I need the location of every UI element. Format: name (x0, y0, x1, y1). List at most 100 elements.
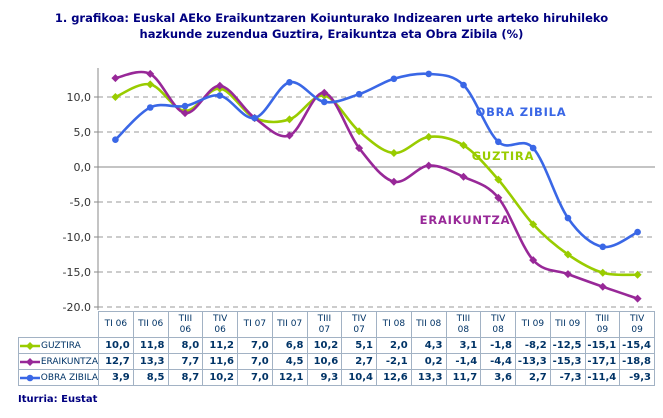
table-header-cell: TI 06 (98, 311, 134, 338)
table-row: GUZTIRA 10,0 11,8 8,0 11,2 7,0 6,8 10,2 5,1 2,0 4,… (18, 337, 655, 354)
y-axis-tick-label: -5,0 (70, 196, 91, 209)
y-axis-tick-label: -20,0 (63, 301, 91, 314)
table-value-cell: -11,4 (584, 369, 621, 386)
data-point-marker (424, 161, 433, 170)
table-value-cell: 4,5 (271, 353, 308, 370)
series-line (114, 72, 639, 249)
data-point-marker (355, 90, 363, 98)
data-point-marker (634, 228, 641, 236)
data-point-marker (563, 270, 572, 279)
data-point-marker (389, 149, 398, 157)
table-value-cell: 10,0 (98, 337, 134, 354)
table-value-cell: 8,7 (167, 369, 204, 386)
legend-item: ERAIKUNTZA (20, 357, 98, 367)
chart-title-line-1: 1. grafikoa: Euskal AEko Eraikuntzaren K… (54, 11, 609, 25)
table-value-cell: -1,4 (445, 353, 482, 370)
legend-series-name: ERAIKUNTZA (40, 356, 98, 367)
data-point-marker (633, 270, 642, 279)
data-point-marker (424, 132, 433, 141)
table-header-cell: TII 08 (410, 311, 447, 338)
table-header-cell: TIII 07 (306, 311, 343, 338)
data-point-marker (181, 109, 190, 118)
table-value-cell: 11,2 (202, 337, 238, 354)
table-header-cell: TIII 08 (445, 311, 482, 338)
table-row: OBRA ZIBILA 3,9 8,5 8,7 10,2 7,0 12,1 9,3 10,4 12… (18, 369, 655, 386)
table-header-cell: TIV 09 (619, 311, 655, 338)
table-header-cell: TI 07 (237, 311, 273, 338)
data-point-marker (111, 74, 120, 83)
table-value-cell: 11,7 (445, 369, 482, 386)
table-value-cell: 7,0 (237, 353, 273, 370)
y-axis-tick-label: -15,0 (63, 266, 91, 279)
table-corner-cell (19, 312, 99, 338)
table-header-cell: TII 06 (132, 311, 169, 338)
legend-marker-icon (20, 374, 40, 381)
data-point-marker (495, 138, 502, 146)
data-point-marker (181, 102, 189, 110)
data-point-marker (285, 131, 294, 140)
data-point-marker (459, 172, 468, 181)
legend-item: GUZTIRA (20, 341, 98, 351)
data-point-marker (285, 115, 294, 124)
table-header-row: TI 06 TII 06 TIII 06 TIV 06 TI 07 TII 07 TIII … (19, 311, 655, 338)
data-point-marker (529, 144, 537, 152)
table-value-cell: 13,3 (132, 353, 169, 370)
table-header-cell: TII 07 (271, 311, 308, 338)
table-value-cell: 13,3 (410, 369, 447, 386)
table-value-cell: 3,9 (98, 369, 134, 386)
table-value-cell: 10,2 (202, 369, 238, 386)
table-header-cell: TIV 07 (341, 311, 377, 338)
table-value-cell: -7,3 (549, 369, 586, 386)
table-header-cell: TIV 08 (480, 311, 516, 338)
table-value-cell: -15,3 (549, 353, 586, 370)
data-point-marker (111, 93, 120, 101)
legend-cell: ERAIKUNTZA (18, 353, 99, 370)
table-value-cell: 10,2 (306, 337, 343, 354)
data-point-marker (494, 175, 503, 184)
table-value-cell: -13,3 (515, 353, 551, 370)
table-header-cell: TIII 09 (584, 311, 621, 338)
chart-title-line-2: hazkunde zuzendua Guztira, Eraikuntza et… (139, 27, 524, 42)
table-header-cell: TII 09 (549, 311, 586, 338)
table-value-cell: 0,2 (410, 353, 447, 370)
series-annotation-label: GUZTIRA (472, 149, 535, 163)
table-header-cell: TIV 06 (202, 311, 238, 338)
table-value-cell: 6,8 (271, 337, 308, 354)
data-point-marker (389, 177, 398, 186)
data-point-marker (494, 193, 503, 202)
table-value-cell: 7,0 (237, 337, 273, 354)
data-point-marker (564, 214, 572, 222)
data-point-marker (390, 75, 398, 83)
table-value-cell: -18,8 (619, 353, 655, 370)
table-value-cell: 7,0 (237, 369, 273, 386)
data-point-marker (26, 374, 34, 381)
table-value-cell: -8,2 (515, 337, 551, 354)
table-header-cell: TI 08 (376, 311, 412, 338)
data-point-marker (146, 80, 155, 89)
table-value-cell: 2,7 (341, 353, 377, 370)
table-value-cell: 10,6 (306, 353, 343, 370)
data-point-marker (563, 250, 572, 259)
legend-series-name: OBRA ZIBILA (40, 372, 98, 383)
table-value-cell: -12,5 (549, 337, 586, 354)
table-value-cell: 2,0 (376, 337, 412, 354)
table-row: ERAIKUNTZA 12,7 13,3 7,7 11,6 7,0 4,5 10,6 2,7 -2… (18, 353, 655, 370)
y-axis-tick-label: 5,0 (74, 126, 92, 139)
legend-marker-icon (20, 357, 40, 366)
data-point-marker (26, 341, 34, 350)
data-point-marker (599, 243, 607, 251)
data-point-marker (320, 98, 328, 106)
table-value-cell: 12,1 (271, 369, 308, 386)
table-value-cell: 11,6 (202, 353, 238, 370)
data-point-marker (286, 79, 293, 86)
series-annotation-label: OBRA ZIBILA (476, 105, 567, 119)
source-note: Iturria: Eustat (18, 394, 98, 405)
table-value-cell: -2,1 (376, 353, 412, 370)
table-value-cell: 5,1 (341, 337, 377, 354)
series-annotation-label: ERAIKUNTZA (420, 213, 511, 227)
table-value-cell: 11,8 (132, 337, 169, 354)
data-point-marker (216, 92, 224, 99)
y-axis-tick-label: 0,0 (74, 161, 92, 174)
